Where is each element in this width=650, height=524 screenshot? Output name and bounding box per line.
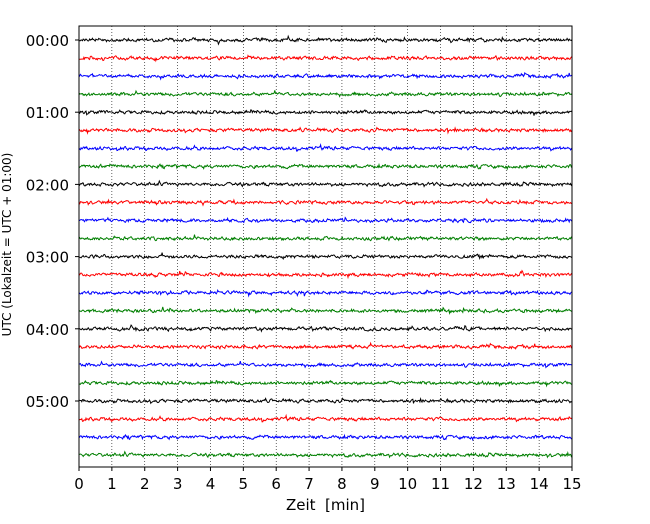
y-tick-label: 04:00 [26, 321, 69, 339]
y-tick-label: 05:00 [26, 393, 69, 411]
trace-line [78, 360, 573, 369]
x-tick-label: 14 [530, 475, 549, 493]
trace-line [78, 216, 573, 224]
x-tick-label: 10 [398, 475, 417, 493]
plot-frame [78, 25, 573, 468]
x-tick-label: 9 [370, 475, 380, 493]
y-axis-label: UTC (Lokalzeit = UTC + 01:00) [0, 153, 14, 337]
trace-line [78, 126, 573, 135]
trace-line [78, 450, 573, 459]
trace-line [78, 413, 573, 423]
trace-line [78, 252, 573, 261]
y-tick-label: 03:00 [26, 249, 69, 267]
x-tick-label: 8 [337, 475, 347, 493]
trace-line [78, 234, 573, 242]
y-tick-label: 00:00 [26, 32, 69, 50]
trace-line [78, 71, 573, 81]
trace-line [78, 34, 573, 46]
trace-line [78, 289, 573, 298]
x-axis-label: Zeit [min] [286, 496, 365, 514]
trace-line [78, 179, 573, 188]
x-tick-label: 5 [239, 475, 249, 493]
trace-line [78, 109, 573, 116]
trace-line [78, 197, 573, 207]
seismic-traces [78, 34, 573, 459]
x-tick-label: 6 [271, 475, 281, 493]
x-tick-label: 4 [206, 475, 216, 493]
x-tick-label: 15 [562, 475, 581, 493]
trace-line [78, 162, 573, 171]
y-tick-label: 01:00 [26, 104, 69, 122]
x-tick-label: 13 [497, 475, 516, 493]
x-axis-ticks: 0 1 2 3 4 5 6 7 8 9 10 11 12 13 14 15 [74, 467, 582, 493]
trace-line [78, 396, 573, 405]
x-tick-label: 1 [107, 475, 117, 493]
trace-line [78, 143, 573, 152]
x-tick-label: 12 [464, 475, 483, 493]
trace-line [78, 89, 573, 98]
trace-line [78, 379, 573, 388]
x-tick-label: 3 [173, 475, 183, 493]
trace-line [78, 54, 573, 63]
y-tick-label: 02:00 [26, 176, 69, 194]
x-tick-label: 7 [304, 475, 314, 493]
trace-line [78, 433, 573, 442]
trace-line [78, 324, 573, 333]
trace-line [78, 341, 573, 350]
x-tick-label: 2 [140, 475, 150, 493]
trace-line [78, 306, 573, 315]
x-tick-label: 11 [431, 475, 450, 493]
x-tick-label: 0 [74, 475, 84, 493]
trace-line [78, 269, 573, 280]
y-axis-ticks: 00:00 01:00 02:00 03:00 04:00 05:00 [26, 32, 79, 411]
